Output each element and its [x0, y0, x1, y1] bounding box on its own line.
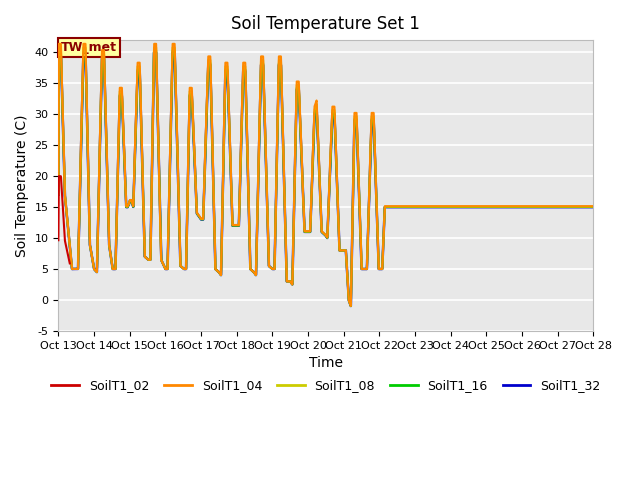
- Title: Soil Temperature Set 1: Soil Temperature Set 1: [232, 15, 420, 33]
- Legend: SoilT1_02, SoilT1_04, SoilT1_08, SoilT1_16, SoilT1_32: SoilT1_02, SoilT1_04, SoilT1_08, SoilT1_…: [46, 374, 605, 397]
- Y-axis label: Soil Temperature (C): Soil Temperature (C): [15, 114, 29, 257]
- X-axis label: Time: Time: [309, 356, 343, 370]
- Text: TW_met: TW_met: [61, 41, 117, 54]
